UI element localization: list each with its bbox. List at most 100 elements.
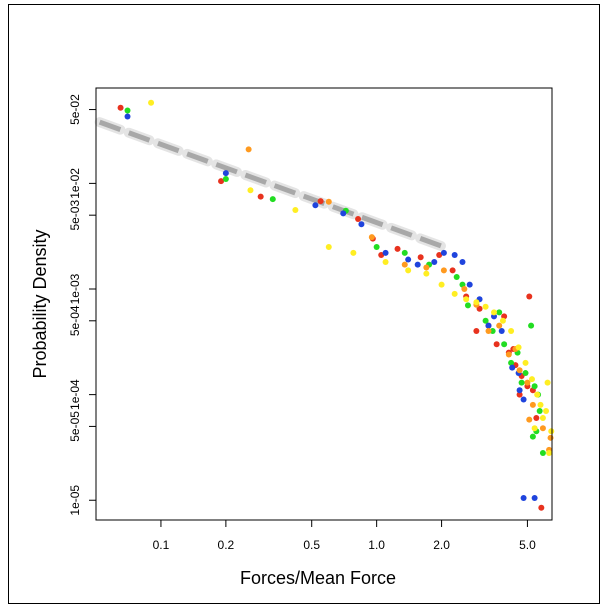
data-point [508, 359, 515, 366]
data-point [222, 176, 229, 183]
data-point [516, 367, 523, 374]
data-point [548, 428, 555, 435]
data-point [482, 303, 489, 310]
data-point [547, 434, 554, 441]
points-layer [117, 99, 555, 511]
data-point [537, 401, 544, 408]
data-point [538, 504, 545, 511]
data-point [509, 364, 516, 371]
data-point [531, 383, 538, 390]
data-point [476, 305, 483, 312]
y-tick-label: 5e-03 [68, 200, 82, 231]
data-point [358, 221, 365, 228]
data-point [350, 249, 357, 256]
data-point [516, 387, 523, 394]
x-tick-label: 2.0 [433, 538, 450, 552]
data-point [531, 425, 538, 432]
data-point [463, 296, 470, 303]
data-point [520, 396, 527, 403]
data-point [325, 198, 332, 205]
data-point [501, 341, 508, 348]
data-point [451, 251, 458, 258]
data-point [529, 401, 536, 408]
data-point [464, 302, 471, 309]
data-point [218, 178, 225, 185]
data-point [440, 267, 447, 274]
data-point [269, 196, 276, 203]
data-point [515, 344, 522, 351]
fit-line-shadow [94, 117, 449, 252]
fit-line-layer [94, 117, 449, 252]
data-point [405, 256, 412, 263]
data-point [543, 407, 550, 414]
data-point [340, 210, 347, 217]
plot-area-border [95, 87, 553, 521]
y-tick-label: 5e-02 [68, 94, 82, 125]
data-point [524, 379, 531, 386]
data-point [124, 113, 131, 120]
data-point [355, 216, 362, 223]
data-point [516, 391, 523, 398]
data-point [245, 146, 252, 153]
data-point [505, 351, 512, 358]
data-point [423, 270, 430, 277]
data-point [414, 261, 421, 268]
data-point [257, 193, 264, 200]
data-point [526, 293, 533, 300]
data-point [520, 495, 527, 502]
data-point [539, 415, 546, 422]
data-point [405, 267, 412, 274]
data-point [473, 299, 480, 306]
data-point [522, 370, 529, 377]
x-tick-label: 5.0 [519, 538, 536, 552]
x-tick-label: 0.5 [303, 538, 320, 552]
data-point [148, 99, 155, 106]
data-point [440, 249, 447, 256]
data-point [526, 416, 533, 423]
data-point [473, 328, 480, 335]
data-point [498, 328, 505, 335]
data-point [485, 328, 492, 335]
data-point [449, 267, 456, 274]
data-point [496, 322, 503, 329]
data-point [423, 264, 430, 271]
data-point [529, 433, 536, 440]
data-point [528, 322, 535, 329]
data-point [539, 425, 546, 432]
data-point [247, 187, 254, 194]
data-point [368, 234, 375, 241]
data-point [518, 379, 525, 386]
data-point [531, 495, 538, 502]
data-point [431, 259, 438, 266]
data-point [222, 170, 229, 177]
data-point [453, 273, 460, 280]
data-point [325, 243, 332, 250]
data-point [499, 317, 506, 324]
x-tick-label: 0.2 [218, 538, 235, 552]
data-point [489, 328, 496, 335]
data-point [394, 245, 401, 252]
data-point [496, 309, 503, 316]
x-axis: 0.1 0.2 0.5 1.0 2.0 5.0 [153, 520, 536, 552]
data-point [401, 249, 408, 256]
data-point [292, 206, 299, 213]
data-point [401, 261, 408, 268]
data-point [536, 407, 543, 414]
y-tick-label: 5e-05 [68, 411, 82, 442]
x-tick-label: 1.0 [368, 538, 385, 552]
data-point [528, 376, 535, 383]
y-tick-label: 5e-04 [68, 305, 82, 336]
data-point [539, 450, 546, 457]
data-point [373, 243, 380, 250]
y-tick-label: 1e-05 [68, 485, 82, 516]
figure-frame [8, 4, 600, 604]
data-point [533, 415, 540, 422]
data-point [438, 281, 445, 288]
data-point [312, 202, 319, 209]
data-point [485, 322, 492, 329]
data-point [451, 290, 458, 297]
data-point [417, 254, 424, 261]
data-point [382, 249, 389, 256]
